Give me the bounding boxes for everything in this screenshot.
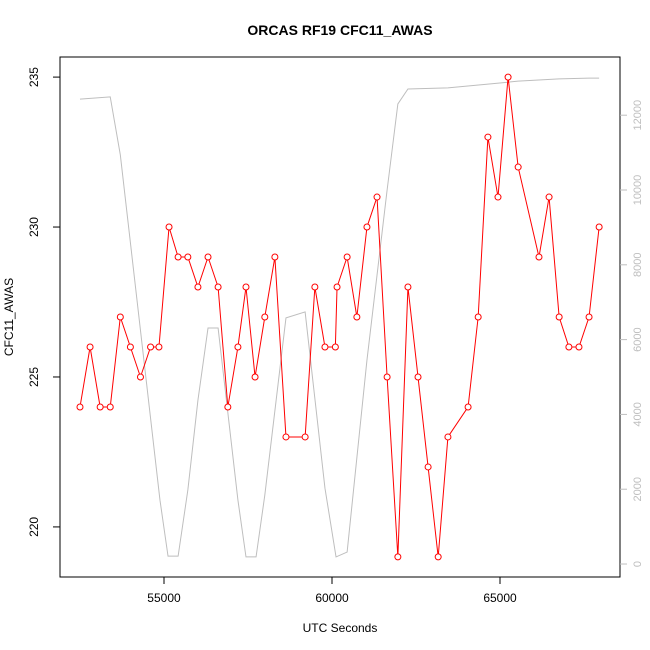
- data-point: [194, 283, 202, 291]
- data-point: [484, 133, 492, 141]
- data-point: [565, 343, 573, 351]
- x-tick-label: 65000: [483, 591, 517, 605]
- data-point: [136, 373, 144, 381]
- data-point: [383, 373, 391, 381]
- y2-tick-label: 6000: [632, 327, 644, 351]
- data-point: [204, 253, 212, 261]
- data-point: [535, 253, 543, 261]
- y2-tick-label: 12000: [632, 100, 644, 131]
- data-line: [79, 77, 600, 558]
- data-point: [404, 283, 412, 291]
- data-point: [514, 163, 522, 171]
- data-point: [282, 433, 290, 441]
- data-point: [251, 373, 259, 381]
- data-point: [494, 193, 502, 201]
- y2-tick-label: 10000: [632, 175, 644, 206]
- data-point: [373, 193, 381, 201]
- data-point: [321, 343, 329, 351]
- y2-tick-label: 2000: [632, 477, 644, 501]
- data-point: [155, 343, 163, 351]
- data-point: [174, 253, 182, 261]
- y-tick-label: 220: [27, 517, 41, 537]
- data-point: [106, 403, 114, 411]
- data-point: [414, 373, 422, 381]
- data-point: [301, 433, 309, 441]
- data-point: [394, 553, 402, 561]
- plot-frame: [59, 56, 621, 578]
- data-point: [353, 313, 361, 321]
- x-tick-label: 60000: [315, 591, 349, 605]
- data-point: [363, 223, 371, 231]
- y2-tick-label: 8000: [632, 253, 644, 277]
- data-point: [343, 253, 351, 261]
- data-point: [434, 553, 442, 561]
- data-point: [474, 313, 482, 321]
- data-point: [242, 283, 250, 291]
- data-point: [261, 313, 269, 321]
- data-point: [331, 343, 339, 351]
- data-point: [311, 283, 319, 291]
- y-axis-label: CFC11_AWAS: [2, 278, 16, 356]
- data-point: [545, 193, 553, 201]
- data-point: [96, 403, 104, 411]
- data-point: [504, 73, 512, 81]
- data-point: [184, 253, 192, 261]
- data-point: [86, 343, 94, 351]
- data-point: [234, 343, 242, 351]
- y2-tick-label: 4000: [632, 402, 644, 426]
- data-point: [147, 343, 155, 351]
- data-point: [126, 343, 134, 351]
- y-tick-label: 235: [27, 67, 41, 87]
- data-point: [214, 283, 222, 291]
- data-point: [333, 283, 341, 291]
- data-point: [76, 403, 84, 411]
- data-point: [424, 463, 432, 471]
- data-point: [464, 403, 472, 411]
- x-tick-label: 55000: [147, 591, 181, 605]
- x-axis-label: UTC Seconds: [303, 621, 378, 635]
- data-point: [595, 223, 603, 231]
- data-point: [224, 403, 232, 411]
- y-tick-label: 225: [27, 367, 41, 387]
- data-point: [585, 313, 593, 321]
- y2-tick-label: 0: [632, 561, 644, 567]
- data-point: [575, 343, 583, 351]
- data-point: [165, 223, 173, 231]
- data-point: [555, 313, 563, 321]
- chart-title: ORCAS RF19 CFC11_AWAS: [247, 22, 432, 38]
- data-point: [116, 313, 124, 321]
- y-tick-label: 230: [27, 217, 41, 237]
- data-point: [444, 433, 452, 441]
- data-point: [271, 253, 279, 261]
